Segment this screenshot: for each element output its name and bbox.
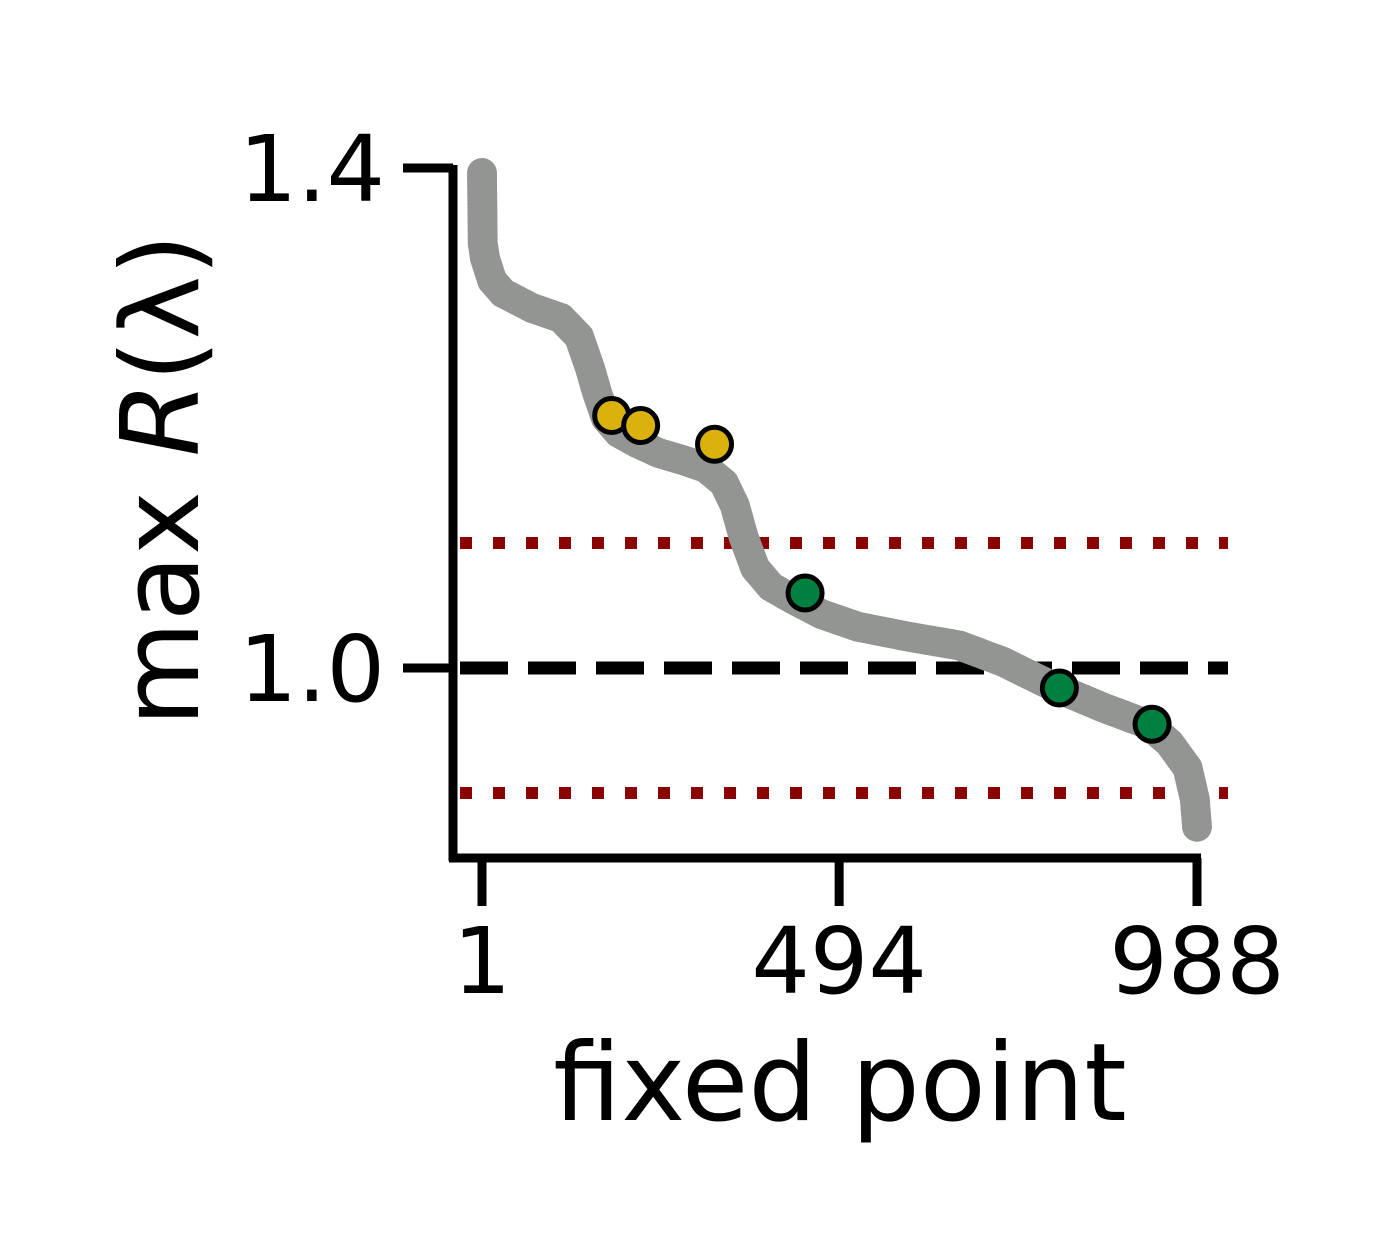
y-axis-label: max R(λ) <box>99 234 224 727</box>
y-axis-label-symbol: R <box>99 382 224 457</box>
highlight-points <box>592 396 1172 744</box>
highlight-point <box>785 573 825 613</box>
highlight-point <box>695 424 735 464</box>
y-tick-label: 1.0 <box>239 616 385 723</box>
tick-labels: 1.0 1.4 1 494 988 <box>239 116 1285 1015</box>
highlight-point <box>621 406 661 445</box>
highlight-point <box>1039 668 1079 708</box>
data-curve <box>467 158 1212 842</box>
reference-lines <box>460 537 1228 799</box>
highlight-point <box>1132 704 1172 744</box>
y-axis-label-suffix: (λ) <box>99 234 224 382</box>
y-axis-label-prefix: max <box>99 457 224 727</box>
x-axis-label: fixed point <box>553 1021 1126 1146</box>
axes <box>403 163 1202 906</box>
x-tick-label: 988 <box>1109 908 1285 1015</box>
x-tick-label: 494 <box>751 908 927 1015</box>
x-tick-label: 1 <box>453 908 512 1015</box>
y-tick-label: 1.4 <box>239 116 385 223</box>
data-point <box>1182 811 1212 842</box>
